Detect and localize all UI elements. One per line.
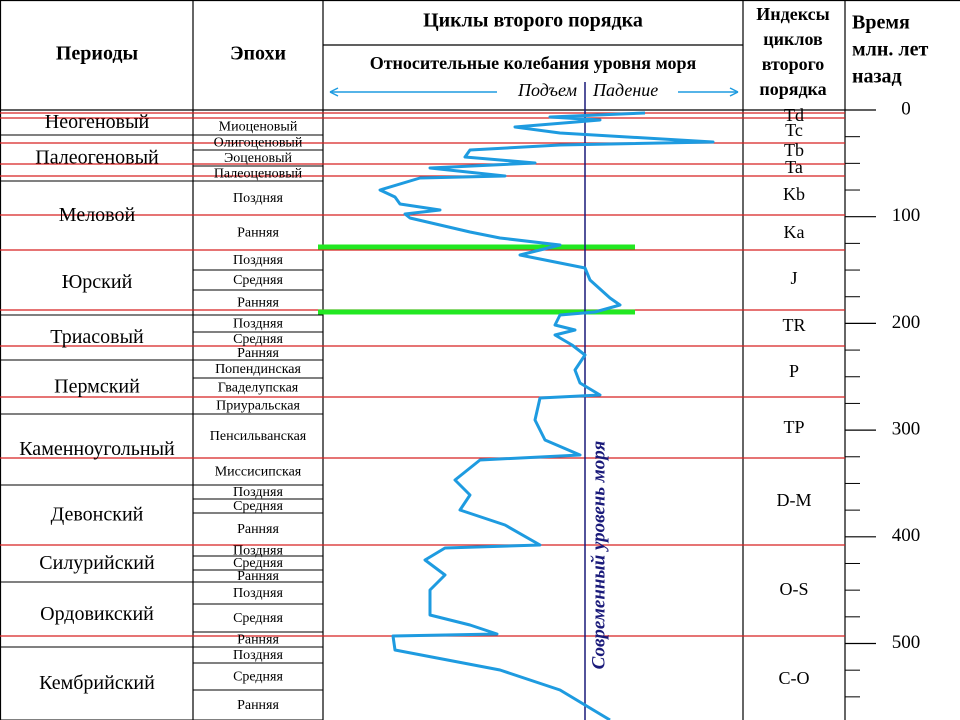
time-header: Время (852, 12, 910, 34)
epoch-label: Средняя (233, 332, 283, 347)
cycle-index: Tc (785, 120, 803, 140)
cycle-index: Td (784, 105, 804, 125)
time-label: 0 (901, 98, 911, 119)
cycle-index: Kb (783, 184, 805, 204)
epoch-label: Ранняя (237, 346, 279, 361)
time-header: млн. лет (852, 39, 928, 61)
epoch-label: Средняя (233, 556, 283, 571)
cycle-index: P (789, 361, 799, 381)
indices-header: второго (762, 54, 825, 74)
periods-header: Периоды (56, 43, 139, 65)
cycle-index: TR (782, 315, 805, 335)
epoch-label: Средняя (233, 611, 283, 626)
period-label: Меловой (59, 204, 136, 226)
epoch-label: Ранняя (237, 698, 279, 713)
cycle-index: TP (783, 417, 804, 437)
rise-arrow-head (329, 87, 339, 97)
period-label: Триасовый (50, 326, 144, 348)
cycle-index: Tb (784, 140, 804, 160)
sea-level-curve (378, 111, 715, 720)
epoch-label: Поздняя (233, 191, 283, 206)
epoch-label: Миоценовый (219, 120, 298, 135)
period-label: Кембрийский (39, 672, 155, 694)
period-label: Девонский (51, 504, 144, 526)
epoch-label: Попендинская (215, 362, 301, 377)
period-label: Ордовикский (40, 603, 154, 625)
rise-label: Подъем (517, 80, 578, 100)
period-label: Юрский (62, 271, 133, 293)
epoch-label: Поздняя (233, 586, 283, 601)
epoch-label: Поздняя (233, 544, 283, 559)
indices-header: порядка (759, 79, 826, 99)
header-stacks: Индексы циклов второго порядка Время млн. лет… (756, 4, 928, 99)
fall-arrow-head (729, 87, 739, 97)
epoch-label: Ранняя (237, 226, 279, 241)
epoch-label: Поздняя (233, 485, 283, 500)
cycle-index: Ta (785, 157, 803, 177)
cycle-index: J (790, 268, 797, 288)
cycle-index: C-O (779, 668, 810, 688)
epoch-label: Олигоценовый (214, 136, 303, 151)
time-label: 100 (892, 205, 921, 226)
epoch-label: Средняя (233, 499, 283, 514)
epoch-label: Ранняя (237, 569, 279, 584)
period-label: Силурийский (39, 552, 155, 574)
indices-header: Индексы (756, 4, 829, 24)
cycles-header: Циклы второго порядка (423, 10, 643, 32)
time-label: 500 (892, 632, 921, 653)
epoch-label: Палеоценовый (214, 167, 303, 182)
cycle-index: Ka (784, 222, 805, 242)
epochs-header: Эпохи (230, 43, 286, 65)
fall-label: Падение (592, 80, 658, 100)
epoch-label: Ранняя (237, 522, 279, 537)
period-label: Каменноугольный (19, 438, 175, 460)
epoch-label: Приуральская (216, 399, 300, 414)
epoch-label: Миссисипская (215, 465, 302, 480)
period-label: Пермский (54, 376, 140, 398)
time-label: 200 (892, 312, 921, 333)
sea-level-label: Современный уровень моря (588, 440, 609, 669)
indices-header: циклов (763, 29, 823, 49)
time-label: 400 (892, 525, 921, 546)
time-header: назад (852, 66, 902, 88)
epoch-label: Эоценовый (224, 151, 292, 166)
epoch-label: Ранняя (237, 296, 279, 311)
cycle-index: D-M (777, 490, 812, 510)
epoch-label: Ранняя (237, 633, 279, 648)
epoch-label: Средняя (233, 670, 283, 685)
cycle-index: O-S (779, 579, 808, 599)
time-label: 300 (892, 418, 921, 439)
epoch-label: Поздняя (233, 648, 283, 663)
epoch-label: Поздняя (233, 253, 283, 268)
epoch-label: Пенсильванская (210, 429, 307, 444)
epoch-label: Средняя (233, 273, 283, 288)
period-label: Неогеновый (45, 111, 150, 133)
period-label: Палеогеновый (35, 147, 159, 169)
fluctuations-header: Относительные колебания уровня моря (370, 53, 697, 73)
epoch-label: Гваделупская (218, 381, 299, 396)
epoch-label: Поздняя (233, 317, 283, 332)
